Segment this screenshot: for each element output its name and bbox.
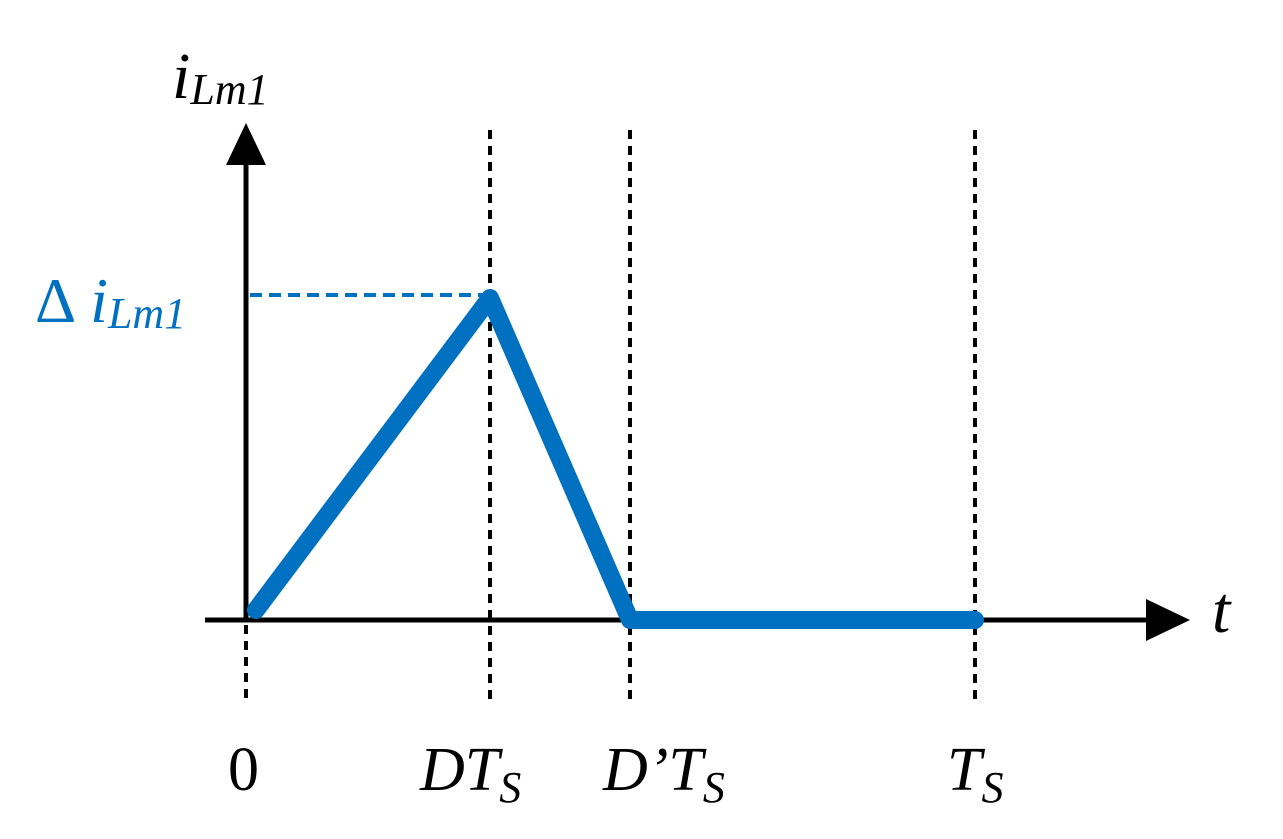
time-markers — [244, 130, 977, 705]
label-sub: S — [703, 763, 725, 812]
label-main: DT — [419, 736, 504, 804]
label-prefix: Δ — [35, 265, 76, 336]
x-label: D’TS — [602, 736, 725, 812]
label-main: T — [947, 736, 986, 804]
label-main: D’T — [602, 736, 707, 804]
label-sub: S — [499, 763, 521, 812]
x-label: 0 — [228, 736, 259, 804]
current-waveform — [247, 289, 984, 629]
x-arrow — [1146, 599, 1190, 641]
x-label: DTS — [419, 736, 521, 812]
label-main: i — [90, 265, 108, 336]
label-main: 0 — [228, 736, 259, 804]
label-sub: Lm1 — [189, 65, 268, 114]
label-sub: Lm1 — [107, 289, 186, 338]
y-axis-label: iLm1 — [172, 40, 269, 114]
label-sub: S — [981, 763, 1003, 812]
y-arrow — [226, 123, 266, 165]
x-axis-label: t — [1212, 574, 1232, 647]
x-label: TS — [947, 736, 1003, 812]
label-main: i — [172, 40, 190, 113]
